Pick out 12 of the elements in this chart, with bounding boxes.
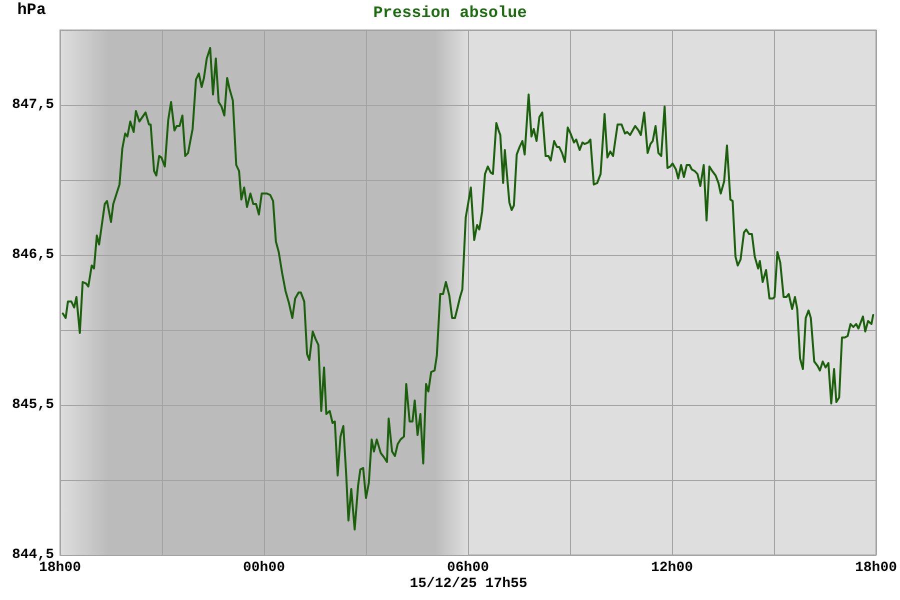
y-tick-label: 847,5: [12, 97, 54, 113]
y-axis-title: hPa: [17, 1, 46, 19]
chart-title: Pression absolue: [373, 4, 527, 22]
x-tick-label: 06h00: [446, 560, 490, 576]
y-tick-label: 844,5: [12, 547, 54, 563]
x-tick-label: 00h00: [242, 560, 286, 576]
y-tick-label: 846,5: [12, 247, 54, 263]
y-tick-label: 845,5: [12, 397, 54, 413]
text: 15/12/25 17h55: [410, 576, 528, 592]
x-tick-label: 12h00: [650, 560, 694, 576]
x-tick-label: 18h00: [854, 560, 898, 576]
x-tick-label: 18h00: [38, 560, 82, 576]
